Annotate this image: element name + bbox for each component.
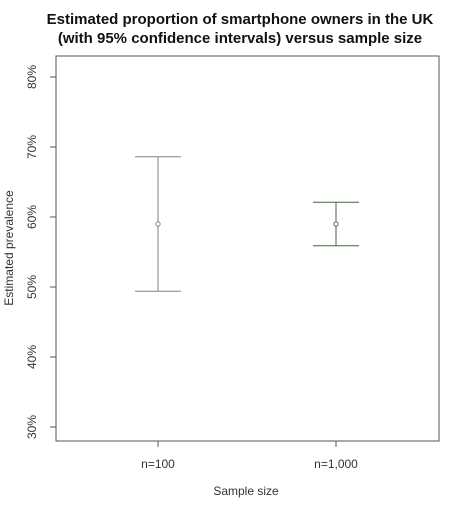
chart-title-line-1: Estimated proportion of smartphone owner… bbox=[47, 11, 434, 28]
y-tick-label-50-pct: 50% bbox=[25, 275, 39, 299]
x-tick-label-n-100: n=100 bbox=[141, 457, 175, 471]
chart-title-line-2: (with 95% confidence intervals) versus s… bbox=[58, 30, 422, 47]
x-axis: n=100 n=1,000 bbox=[141, 441, 358, 471]
point-estimate-n-100 bbox=[155, 221, 161, 227]
y-axis-label: Estimated prevalence bbox=[2, 190, 16, 306]
plot-frame bbox=[55, 55, 440, 442]
point-estimate-n-1-000 bbox=[333, 221, 339, 227]
x-axis-label: Sample size bbox=[213, 484, 279, 498]
error-bars bbox=[135, 156, 359, 292]
y-tick-label-40-pct: 40% bbox=[25, 345, 39, 369]
y-axis: 30% 40% 50% 60% 70% 80% bbox=[25, 65, 56, 439]
y-tick-label-30-pct: 30% bbox=[25, 415, 39, 439]
y-tick-label-60-pct: 60% bbox=[25, 205, 39, 229]
x-tick-label-n-1-000: n=1,000 bbox=[314, 457, 358, 471]
y-tick-label-80-pct: 80% bbox=[25, 65, 39, 89]
y-tick-label-70-pct: 70% bbox=[25, 135, 39, 159]
